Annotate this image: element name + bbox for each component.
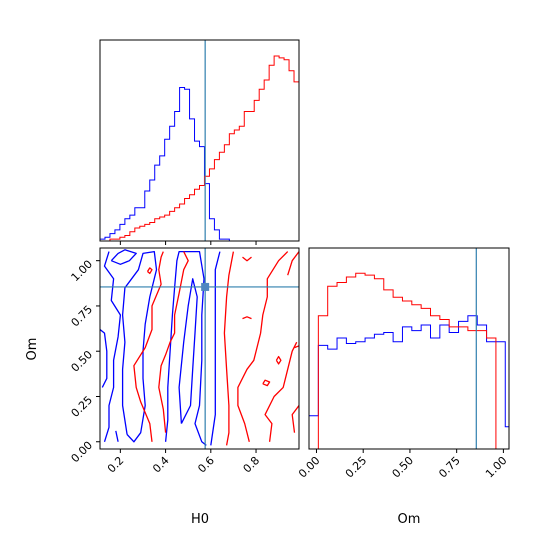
h0-hist-series-red xyxy=(100,55,300,242)
contour-red xyxy=(264,341,298,442)
contour-blue xyxy=(103,251,122,442)
h0-hist-series-blue xyxy=(99,86,299,242)
om-x-tick-label: 0.75 xyxy=(436,454,463,481)
joint-panel: 0.2 0.4 0.6 0.8 0.00 0.25 0.50 0.75 1.00 H0 Om xyxy=(25,247,300,527)
contour-red xyxy=(242,256,252,262)
joint-x-tick-label: 0.6 xyxy=(195,454,217,476)
joint-y-ticks: 0.00 0.25 0.50 0.75 1.00 xyxy=(69,258,100,466)
contour-blue xyxy=(121,250,158,443)
om-hist-series-red xyxy=(309,272,509,450)
h0-marginal-frame xyxy=(99,39,300,242)
joint-y-tick-label: 0.00 xyxy=(69,439,96,466)
y-axis-label-om: Om xyxy=(25,338,40,361)
joint-x-tick-label: 0.8 xyxy=(241,454,263,476)
contour-red xyxy=(262,379,271,387)
joint-y-tick-label: 0.25 xyxy=(69,393,96,420)
h0-histogram-steps xyxy=(99,55,300,242)
contour-red xyxy=(275,355,282,365)
om-x-tick-label: 0.50 xyxy=(390,454,417,481)
om-marginal-panel: 0.00 0.25 0.50 0.75 1.00 Om xyxy=(296,247,510,527)
om-x-ticks: 0.00 0.25 0.50 0.75 1.00 xyxy=(296,449,510,481)
contour-red xyxy=(133,251,164,442)
contour-blue xyxy=(178,278,198,424)
h0-marginal-panel xyxy=(99,39,300,245)
om-hist-series-blue xyxy=(308,315,510,449)
joint-y-tick-label: 1.00 xyxy=(69,258,96,285)
joint-x-tick-label: 0.4 xyxy=(150,454,172,476)
contour-blue xyxy=(115,430,119,442)
contour-blue xyxy=(110,249,137,265)
contour-red xyxy=(146,267,153,275)
contour-red xyxy=(287,251,299,276)
contour-red xyxy=(223,251,235,446)
om-histogram-steps xyxy=(308,272,510,450)
om-x-tick-label: 0.00 xyxy=(296,454,323,481)
contour-blue xyxy=(210,251,221,446)
contour-blue xyxy=(164,250,207,446)
x-axis-label-h0: H0 xyxy=(191,512,209,527)
om-marginal-frame xyxy=(308,247,510,450)
x-axis-label-om: Om xyxy=(398,512,421,527)
contour-red xyxy=(291,405,299,433)
joint-x-tick-label: 0.2 xyxy=(105,454,127,476)
h0-marginal-ticks xyxy=(119,241,257,245)
truth-marker xyxy=(201,282,210,291)
om-x-tick-label: 0.25 xyxy=(343,454,370,481)
contour-red xyxy=(242,316,252,320)
contour-blue xyxy=(100,328,108,388)
joint-contours xyxy=(100,249,299,446)
om-x-tick-label: 1.00 xyxy=(483,454,510,481)
joint-y-tick-label: 0.50 xyxy=(69,348,96,375)
contour-red xyxy=(294,345,299,349)
contour-red xyxy=(158,251,189,433)
joint-x-ticks: 0.2 0.4 0.6 0.8 xyxy=(105,449,262,475)
joint-y-tick-label: 0.75 xyxy=(69,303,96,330)
contour-red xyxy=(237,251,289,442)
joint-frame xyxy=(99,247,300,450)
